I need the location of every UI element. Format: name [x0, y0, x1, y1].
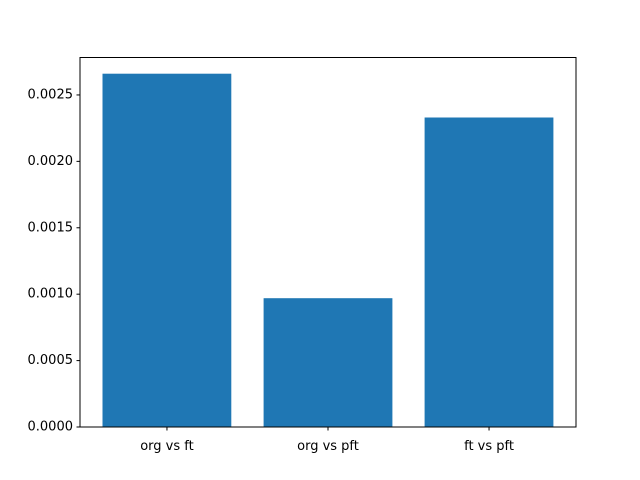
y-tick-label: 0.0010 — [28, 287, 74, 302]
y-tick-label: 0.0015 — [28, 220, 74, 235]
x-tick-label: org vs ft — [140, 439, 194, 454]
x-tick-label: ft vs pft — [464, 439, 514, 454]
x-tick-label: org vs pft — [297, 439, 359, 454]
bar — [102, 73, 232, 427]
bar — [263, 298, 393, 427]
y-tick-label: 0.0005 — [28, 353, 74, 368]
bar — [424, 117, 554, 427]
y-tick-label: 0.0025 — [28, 87, 74, 102]
y-tick-label: 0.0000 — [28, 420, 74, 435]
y-tick-label: 0.0020 — [28, 154, 74, 169]
